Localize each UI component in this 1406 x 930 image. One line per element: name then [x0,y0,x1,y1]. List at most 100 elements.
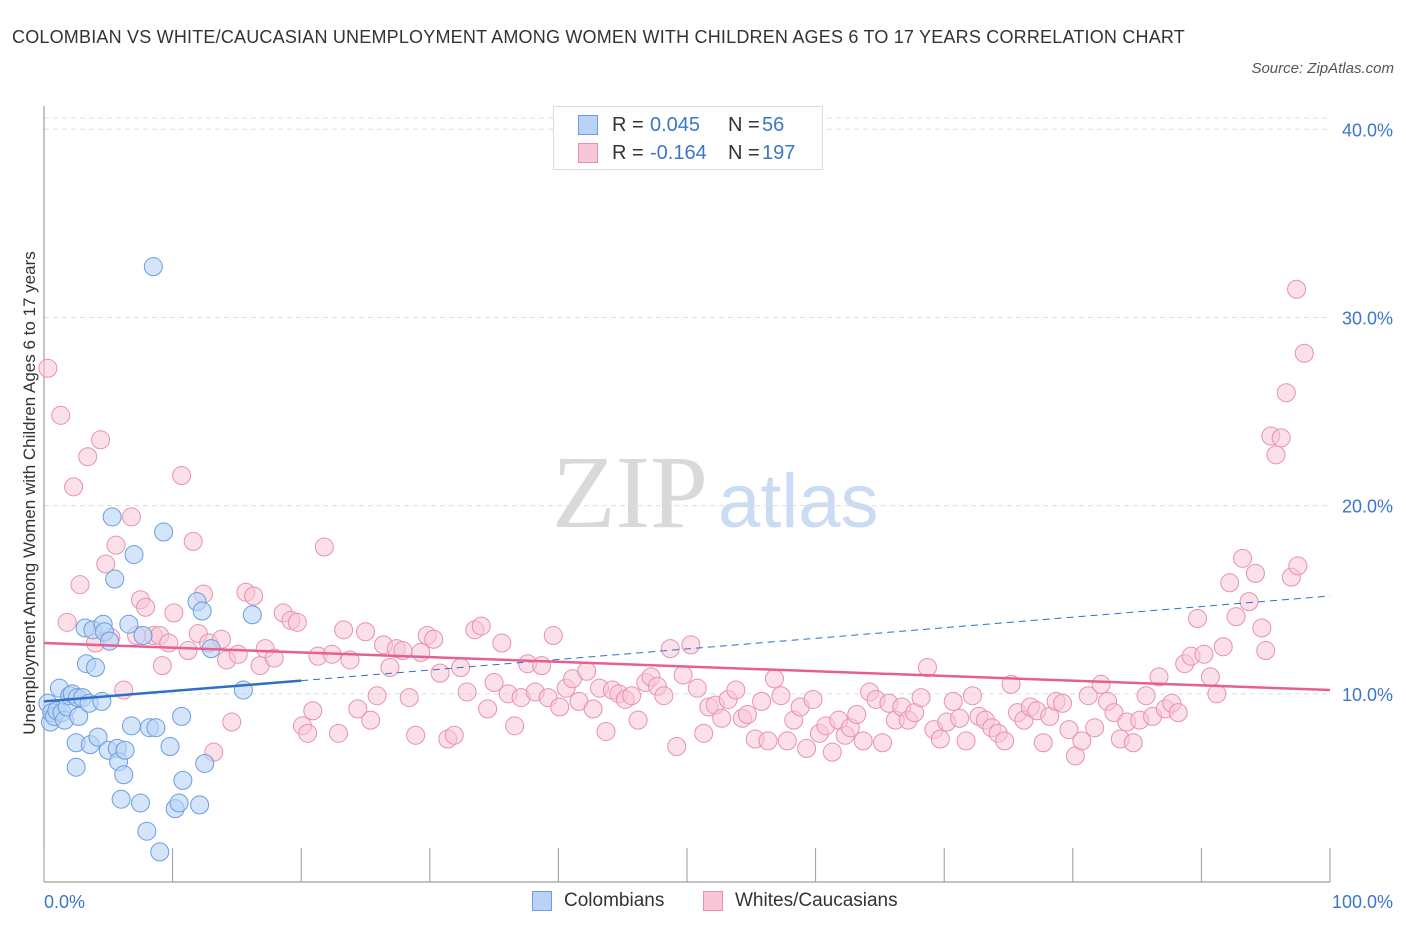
point-whites [484,673,504,693]
point-colombians [111,789,131,809]
series-label-whites: Whites/Caucasians [735,890,898,911]
point-whites [183,531,203,551]
point-whites [51,405,71,425]
point-colombians [133,625,153,645]
legend-n-label: N = [728,113,760,136]
point-whites [583,699,603,719]
y-tick-label: 40.0% [1342,120,1393,140]
point-whites [543,625,563,645]
chart-title: COLOMBIAN VS WHITE/CAUCASIAN UNEMPLOYMEN… [12,27,1185,47]
point-whites [244,586,264,606]
point-whites [532,656,552,676]
stats-legend: R = 0.045 N = 56 R = -0.164 N = 197 [553,106,823,170]
point-colombians [102,507,122,527]
point-whites [424,629,444,649]
point-whites [550,697,570,717]
point-colombians [114,765,134,785]
trendline-colombians [43,679,302,703]
point-whites [797,738,817,758]
point-colombians [146,718,166,738]
point-colombians [160,737,180,757]
point-whites [943,691,963,711]
point-whites [1288,556,1308,576]
point-whites [1294,343,1314,363]
point-whites [1059,720,1079,740]
point-whites [1149,667,1169,687]
point-whites [471,616,491,636]
x-tick-label: 0.0% [44,892,85,912]
point-whites [1245,563,1265,583]
point-whites [1053,693,1073,713]
point-whites [737,705,757,725]
point-whites [314,537,334,557]
point-whites [348,699,368,719]
point-whites [628,710,648,730]
point-whites [1239,592,1259,612]
point-whites [1091,674,1111,694]
point-whites [96,554,116,574]
point-whites [1256,641,1276,661]
source-label: Source: ZipAtlas.com [1251,60,1394,77]
point-colombians [88,727,108,747]
legend-swatch-colombians [578,115,598,135]
point-whites [1220,573,1240,593]
point-whites [950,708,970,728]
point-whites [687,678,707,698]
point-colombians [169,793,189,813]
point-whites [444,725,464,745]
point-whites [159,633,179,653]
point-whites [956,731,976,751]
point-whites [654,686,674,706]
point-whites [106,535,126,555]
point-whites [694,723,714,743]
point-whites [1033,733,1053,753]
point-whites [1123,733,1143,753]
y-tick-label: 30.0% [1342,308,1393,328]
point-whites [1072,731,1092,751]
legend-n-label: N = [728,141,760,164]
point-whites [1266,445,1286,465]
point-whites [1168,703,1188,723]
point-whites [752,691,772,711]
point-whites [136,597,156,617]
point-colombians [150,842,170,862]
point-whites [596,721,616,741]
point-whites [411,642,431,662]
point-whites [622,686,642,706]
point-colombians [143,257,163,277]
point-whites [1252,618,1272,638]
point-colombians [154,522,174,542]
point-whites [853,731,873,751]
point-whites [681,635,701,655]
point-whites [847,705,867,725]
point-colombians [130,793,150,813]
point-whites [64,477,84,497]
point-colombians [173,770,193,790]
point-colombians [121,716,141,736]
point-whites [361,710,381,730]
point-whites [91,430,111,450]
point-whites [70,575,90,595]
point-whites [777,731,797,751]
point-whites [726,680,746,700]
point-whites [803,689,823,709]
legend-row-colombians: R = 0.045 N = 56 [578,113,784,137]
legend-n-value-colombians: 56 [762,113,785,136]
point-whites [577,661,597,681]
point-whites [287,612,307,632]
point-whites [1188,609,1208,629]
y-tick-label: 20.0% [1342,497,1393,517]
series-legend-whites: Whites/Caucasians [703,890,898,912]
point-whites [1085,718,1105,738]
trendline-colombians-extended [301,595,1331,682]
legend-r-label: R = [612,141,644,164]
point-whites [764,669,784,689]
series-swatch-whites [703,891,723,911]
point-whites [911,688,931,708]
x-tick-label: 100.0% [1332,892,1393,912]
point-colombians [66,757,86,777]
point-colombians [172,706,192,726]
point-colombians [124,545,144,565]
point-whites [1271,428,1291,448]
point-whites [380,657,400,677]
